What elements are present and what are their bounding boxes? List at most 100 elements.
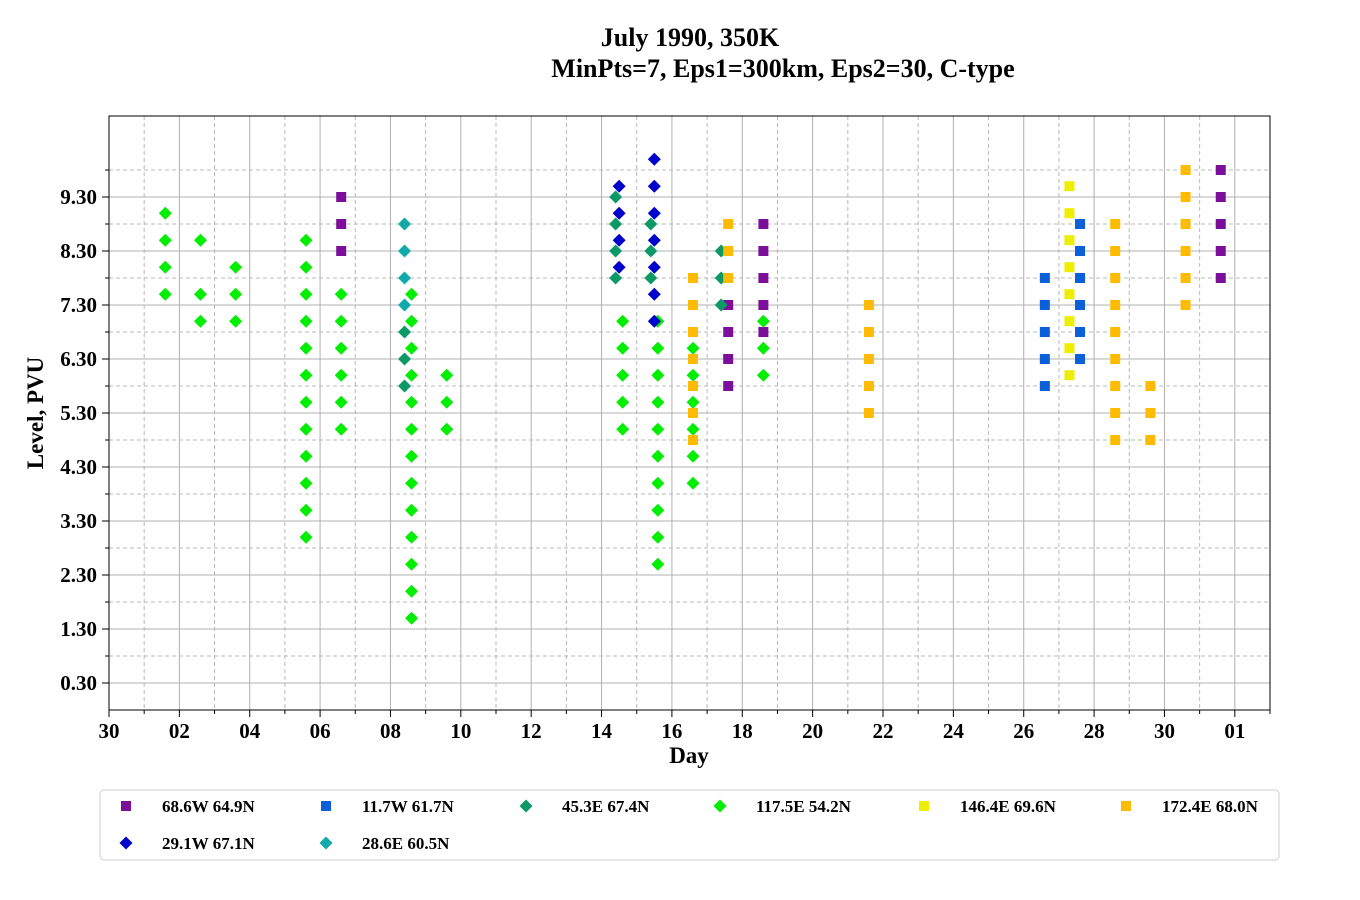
y-tick-label: 5.30 xyxy=(60,401,97,425)
data-point xyxy=(1075,327,1086,337)
data-point xyxy=(647,206,661,220)
x-tick-label: 24 xyxy=(943,719,965,743)
data-point xyxy=(158,260,172,274)
data-point xyxy=(863,300,874,310)
data-point xyxy=(1110,273,1121,283)
data-point xyxy=(758,219,769,229)
data-point xyxy=(299,395,313,409)
data-point xyxy=(299,314,313,328)
data-point xyxy=(714,298,728,312)
chart-subtitle: MinPts=7, Eps1=300km, Eps2=30, C-type xyxy=(551,54,1014,83)
data-point xyxy=(405,449,419,463)
data-point xyxy=(1180,246,1191,256)
y-tick-label: 6.30 xyxy=(60,347,97,371)
data-point xyxy=(688,327,699,337)
data-point xyxy=(758,273,769,283)
x-tick-label: 12 xyxy=(521,719,542,743)
data-point xyxy=(405,341,419,355)
data-point xyxy=(651,503,665,517)
data-point xyxy=(405,314,419,328)
data-point xyxy=(644,271,658,285)
data-point xyxy=(405,476,419,490)
x-tick-label: 30 xyxy=(99,719,120,743)
data-point xyxy=(398,298,412,312)
legend-entry: 68.6W 64.9N xyxy=(162,797,255,816)
data-point xyxy=(1064,370,1075,381)
data-point xyxy=(723,246,734,256)
data-point xyxy=(1064,289,1075,300)
data-point xyxy=(334,368,348,382)
data-point xyxy=(193,314,207,328)
data-point xyxy=(405,287,419,301)
y-tick-label: 9.30 xyxy=(60,185,97,209)
data-point xyxy=(398,271,412,285)
data-point xyxy=(1215,219,1226,229)
data-point xyxy=(334,341,348,355)
data-point xyxy=(1110,219,1121,229)
data-point xyxy=(1215,192,1226,202)
data-point xyxy=(616,422,630,436)
data-point xyxy=(616,314,630,328)
data-point xyxy=(616,368,630,382)
data-point xyxy=(758,300,769,310)
data-point xyxy=(334,314,348,328)
data-point xyxy=(686,476,700,490)
data-point xyxy=(1110,246,1121,256)
data-point xyxy=(688,354,699,364)
data-point xyxy=(405,395,419,409)
y-tick-label: 1.30 xyxy=(60,617,97,641)
data-points xyxy=(158,152,1226,625)
data-point xyxy=(1075,300,1086,310)
data-point xyxy=(440,368,454,382)
data-point xyxy=(647,233,661,247)
data-point xyxy=(299,530,313,544)
data-point xyxy=(723,219,734,229)
data-point xyxy=(1064,343,1075,354)
data-point xyxy=(193,287,207,301)
x-tick-label: 20 xyxy=(802,719,823,743)
data-point xyxy=(688,273,699,283)
data-point xyxy=(686,395,700,409)
data-point xyxy=(1180,300,1191,310)
data-point xyxy=(1075,354,1086,364)
data-point xyxy=(651,449,665,463)
data-point xyxy=(334,422,348,436)
data-point xyxy=(1039,273,1050,283)
x-axis-label: Day xyxy=(669,743,709,768)
y-tick-label: 3.30 xyxy=(60,509,97,533)
legend: 68.6W 64.9N 11.7W 61.7N 45.3E 67.4N 117.5E … xyxy=(119,797,1259,853)
tick-marks xyxy=(102,169,1271,717)
data-point xyxy=(758,327,769,337)
data-point xyxy=(158,287,172,301)
data-point xyxy=(647,179,661,193)
data-point xyxy=(609,190,623,204)
x-tick-label: 18 xyxy=(732,719,753,743)
data-point xyxy=(299,233,313,247)
data-point xyxy=(647,314,661,328)
y-tick-label: 2.30 xyxy=(60,563,97,587)
data-point xyxy=(334,287,348,301)
legend-entry: 117.5E 54.2N xyxy=(756,797,852,816)
data-point xyxy=(644,244,658,258)
x-tick-label: 14 xyxy=(591,719,613,743)
data-point xyxy=(688,408,699,418)
legend-entry: 29.1W 67.1N xyxy=(162,834,255,853)
data-point xyxy=(1215,246,1226,256)
data-point xyxy=(299,341,313,355)
data-point xyxy=(686,422,700,436)
data-point xyxy=(440,395,454,409)
data-point xyxy=(863,354,874,364)
data-point xyxy=(647,260,661,274)
chart-title: July 1990, 350K xyxy=(601,23,780,52)
data-point xyxy=(405,611,419,625)
legend-marker xyxy=(1121,801,1131,811)
data-point xyxy=(1180,273,1191,283)
legend-marker xyxy=(121,801,131,811)
data-point xyxy=(612,179,626,193)
data-point xyxy=(405,503,419,517)
data-point xyxy=(1064,316,1075,327)
data-point xyxy=(229,260,243,274)
y-axis-label: Level, PVU xyxy=(23,356,48,469)
data-point xyxy=(299,287,313,301)
x-tick-label: 06 xyxy=(310,719,331,743)
